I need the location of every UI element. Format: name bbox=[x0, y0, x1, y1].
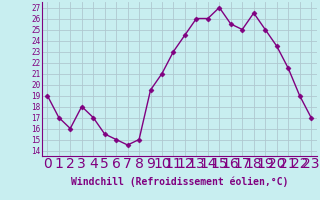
X-axis label: Windchill (Refroidissement éolien,°C): Windchill (Refroidissement éolien,°C) bbox=[70, 177, 288, 187]
